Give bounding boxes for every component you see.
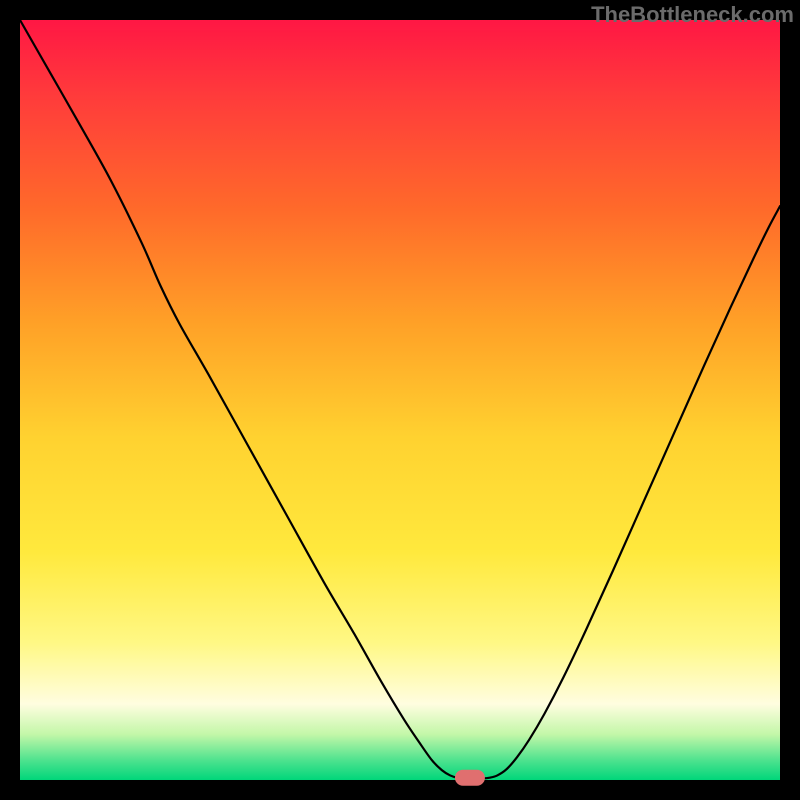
watermark-label: TheBottleneck.com <box>591 2 794 28</box>
gradient-plot-area <box>20 20 780 780</box>
bottleneck-chart: TheBottleneck.com <box>0 0 800 800</box>
chart-background <box>0 0 800 800</box>
